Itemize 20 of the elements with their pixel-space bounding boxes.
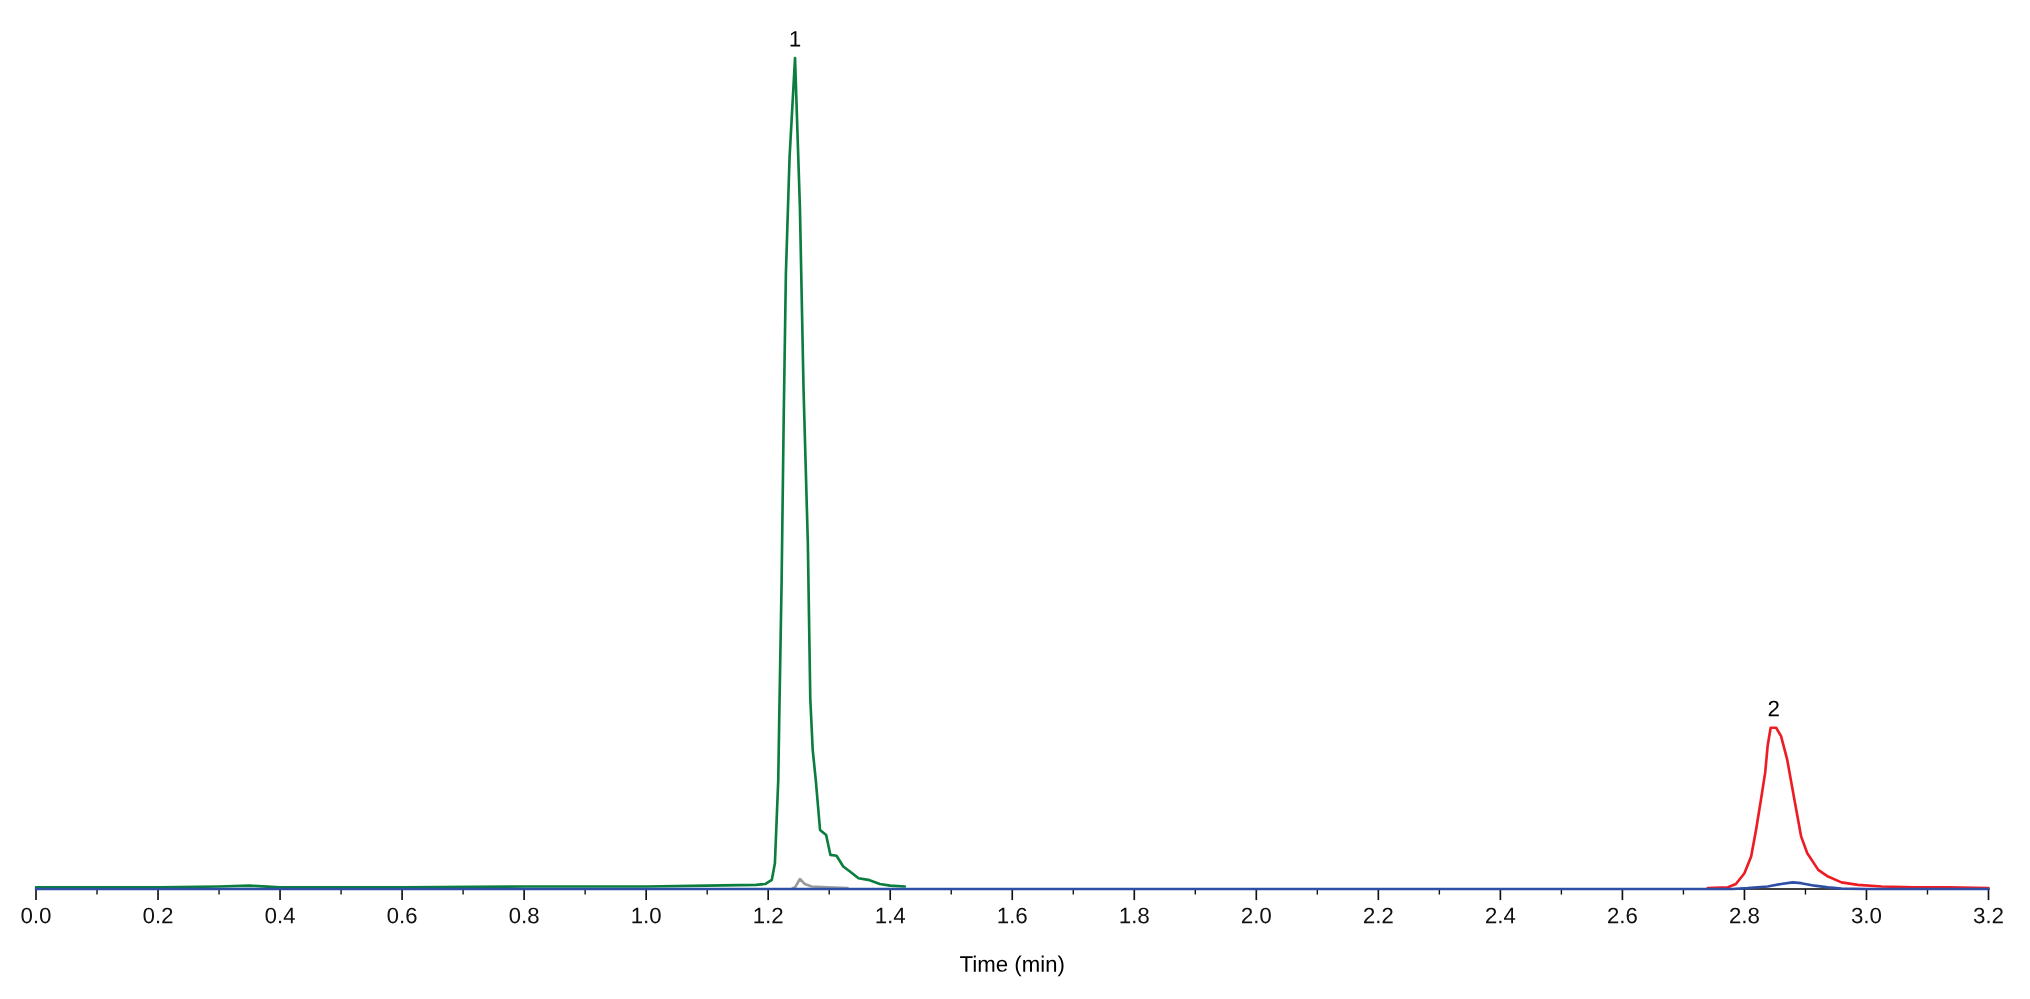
x-tick-label: 1.2 bbox=[754, 907, 783, 924]
annotation: 2 bbox=[1768, 700, 1779, 717]
annotation: 1 bbox=[790, 31, 801, 47]
x-tick-label: 0.0 bbox=[21, 907, 51, 924]
x-tick-label: 1.0 bbox=[632, 907, 661, 924]
x-tick-label: 2.8 bbox=[1730, 907, 1759, 924]
x-tick-label: 2.4 bbox=[1486, 907, 1516, 924]
x-tick-label: 1.4 bbox=[876, 907, 906, 924]
x-tick-label: 0.8 bbox=[509, 907, 539, 924]
x-tick-label: 3.0 bbox=[1851, 907, 1882, 924]
x-tick-label: 0.6 bbox=[387, 907, 417, 924]
x-tick-label: 1.6 bbox=[998, 907, 1027, 924]
x-tick-label: 3.2 bbox=[1973, 907, 2003, 924]
x-axis-title: Time (min) bbox=[960, 955, 1064, 977]
x-tick-label: 2.6 bbox=[1608, 907, 1637, 924]
x-tick-label: 1.8 bbox=[1120, 907, 1149, 924]
x-tick-label: 0.2 bbox=[143, 907, 173, 924]
x-tick-label: 0.4 bbox=[265, 907, 295, 924]
x-tick-label: 2.2 bbox=[1364, 907, 1393, 924]
x-tick-label: 2.0 bbox=[1241, 907, 1271, 924]
